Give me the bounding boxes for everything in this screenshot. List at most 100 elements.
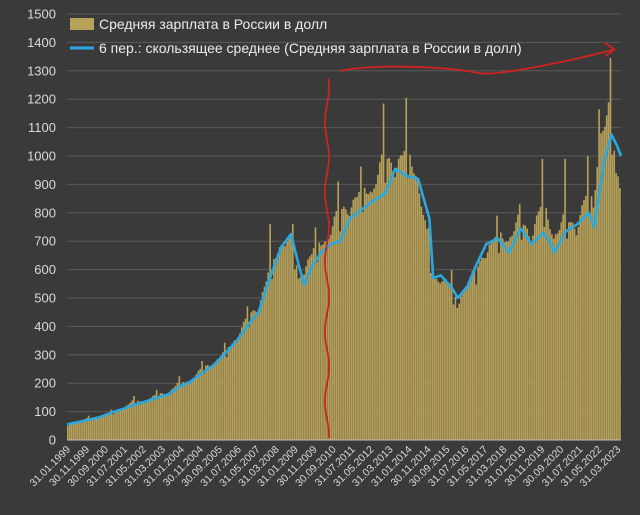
bar: [462, 290, 464, 440]
bar: [605, 115, 608, 441]
bar: [560, 222, 563, 440]
bar: [127, 404, 130, 440]
bar: [396, 167, 398, 440]
bar: [222, 352, 224, 440]
bar: [475, 284, 478, 440]
bar: [571, 222, 574, 440]
bar: [617, 176, 619, 440]
y-tick-label: 0: [49, 433, 56, 448]
bar: [577, 227, 580, 440]
bar: [507, 241, 510, 440]
bar: [592, 207, 595, 440]
y-tick-label: 1500: [27, 7, 56, 22]
bar: [586, 156, 589, 440]
bar: [180, 386, 183, 440]
bar: [310, 254, 313, 440]
bar: [208, 366, 211, 440]
bar: [237, 337, 239, 440]
bar: [388, 157, 391, 441]
bar: [471, 270, 474, 440]
bar: [309, 256, 311, 440]
y-tick-label: 300: [34, 347, 56, 362]
bar: [498, 252, 500, 440]
bar: [454, 296, 457, 440]
bar: [479, 260, 481, 440]
bar: [244, 318, 247, 440]
bar: [528, 236, 530, 440]
bar: [167, 394, 169, 440]
bar: [409, 154, 411, 440]
moving-average-series: [66, 133, 623, 426]
bar: [70, 423, 73, 440]
bar: [136, 400, 139, 440]
bar: [344, 209, 347, 440]
bar: [212, 366, 215, 440]
bar: [496, 215, 498, 440]
bar: [210, 367, 213, 440]
bar: [114, 410, 116, 440]
bar: [549, 229, 551, 440]
bar: [484, 258, 487, 440]
bar: [543, 227, 546, 440]
bar: [182, 381, 184, 440]
bar: [159, 393, 162, 440]
bar: [125, 405, 128, 440]
bar: [361, 211, 364, 440]
x-axis-tick-labels: 31.01.199930.11.199930.09.200031.07.2001…: [27, 444, 623, 490]
y-tick-label: 900: [34, 177, 56, 192]
bar: [435, 278, 438, 440]
bar: [609, 58, 612, 441]
bar: [445, 279, 447, 440]
bar: [146, 401, 149, 440]
bar: [547, 219, 549, 440]
bar: [603, 126, 606, 441]
bar: [486, 252, 489, 440]
bar: [203, 373, 205, 440]
bar: [161, 393, 164, 440]
bar: [430, 273, 432, 440]
y-tick-label: 1000: [27, 149, 56, 164]
bar: [535, 215, 538, 440]
bar: [545, 208, 547, 440]
bar: [573, 228, 576, 440]
bar: [188, 381, 190, 440]
bar: [581, 205, 583, 440]
bar: [588, 216, 591, 440]
bar: [501, 238, 504, 440]
bar: [121, 409, 124, 440]
bar: [482, 258, 485, 440]
bar: [327, 238, 330, 440]
bar: [534, 224, 536, 440]
bar: [333, 216, 336, 440]
bar: [201, 360, 203, 440]
bar: [583, 200, 585, 440]
bar: [68, 423, 71, 440]
trend-arrow: [340, 48, 614, 75]
bar: [443, 278, 445, 440]
bar: [339, 231, 341, 440]
bar: [532, 235, 534, 440]
bar: [390, 162, 392, 440]
bar: [176, 382, 179, 440]
bar: [416, 180, 419, 440]
bar: [524, 225, 527, 440]
bar: [191, 381, 194, 440]
bar: [138, 401, 141, 440]
bar: [460, 296, 462, 440]
bar: [441, 281, 443, 440]
bar: [554, 234, 557, 440]
bar: [265, 281, 268, 440]
bar: [450, 269, 453, 440]
y-tick-label: 1300: [27, 63, 56, 78]
bar: [165, 395, 167, 440]
bar: [197, 370, 200, 440]
bar: [439, 283, 442, 440]
bar: [611, 154, 614, 440]
bar: [123, 407, 126, 440]
bar: [93, 417, 96, 440]
bar: [469, 276, 472, 440]
bar: [575, 235, 578, 440]
bar: [89, 419, 92, 440]
bar: [329, 234, 332, 440]
bar: [142, 401, 145, 440]
